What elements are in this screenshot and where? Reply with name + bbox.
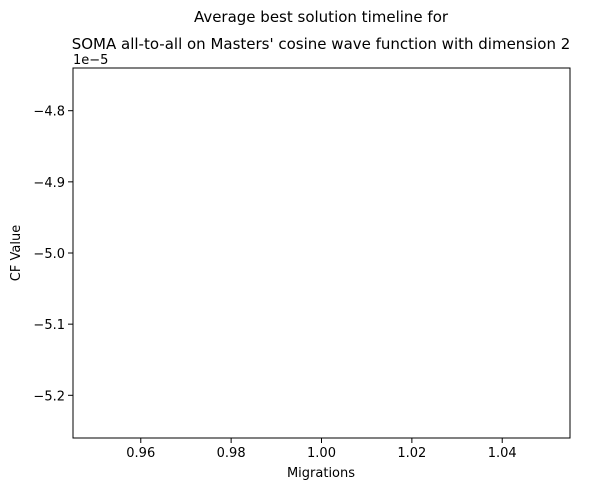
plot-area: [73, 68, 570, 438]
x-axis-label: Migrations: [287, 466, 355, 481]
x-tick-label: 0.98: [217, 446, 246, 461]
x-tick-label: 1.04: [488, 446, 517, 461]
y-tick-label: −4.9: [33, 176, 65, 191]
plot-frame: [72, 67, 571, 439]
x-tick-label: 1.00: [307, 446, 336, 461]
x-tick-label: 1.02: [397, 446, 426, 461]
y-axis-offset-label: 1e−5: [73, 53, 108, 68]
x-tick-label: 0.96: [126, 446, 155, 461]
y-tick-label: −4.8: [33, 105, 65, 120]
chart-title-line-1: Average best solution timeline for: [194, 8, 449, 26]
y-axis-ticks: −4.8 −4.9 −5.0 −5.1 −5.2: [33, 105, 73, 404]
y-tick-label: −5.1: [33, 318, 65, 333]
y-tick-label: −5.2: [33, 389, 65, 404]
y-tick-label: −5.0: [33, 247, 65, 262]
y-axis-label: CF Value: [9, 225, 24, 281]
chart-title-line-2: SOMA all-to-all on Masters' cosine wave …: [72, 35, 571, 53]
x-axis-ticks: 0.96 0.98 1.00 1.02 1.04: [126, 438, 517, 461]
